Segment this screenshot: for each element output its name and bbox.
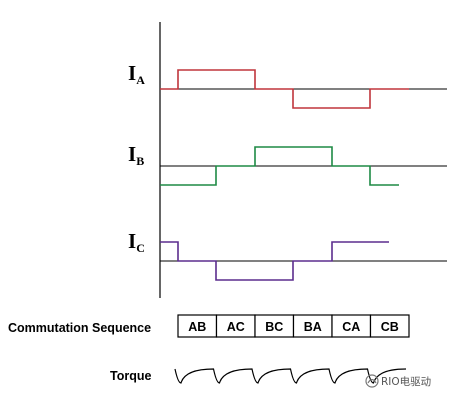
- watermark: RIO电驱动: [365, 374, 431, 388]
- torque-waveform: [174, 368, 407, 384]
- signal-c-waveform: [160, 241, 389, 281]
- sequence-step-label: AB: [188, 320, 206, 334]
- sequence-step-label: BC: [265, 320, 283, 334]
- commutation-label: Commutation Sequence: [8, 321, 151, 335]
- sequence-step-label: CB: [381, 320, 399, 334]
- watermark-logo-icon: [365, 374, 379, 388]
- sequence-step-label: CA: [342, 320, 360, 334]
- sequence-step-label: BA: [304, 320, 322, 334]
- signal-c-label: IC: [128, 229, 145, 255]
- signal-a: IA: [128, 61, 447, 109]
- signal-b-label: IB: [128, 142, 144, 168]
- watermark-text: RIO电驱动: [381, 375, 431, 388]
- torque-label: Torque: [110, 369, 151, 383]
- signal-a-waveform: [160, 69, 409, 109]
- signal-c: IC: [128, 229, 447, 281]
- signal-b: IB: [128, 142, 447, 186]
- signal-b-waveform: [160, 146, 399, 186]
- signal-a-label: IA: [128, 61, 145, 87]
- sequence-cell: [369, 314, 410, 338]
- sequence-step-label: AC: [227, 320, 245, 334]
- commutation-sequence: AB AC BC BA CA CB: [177, 314, 410, 338]
